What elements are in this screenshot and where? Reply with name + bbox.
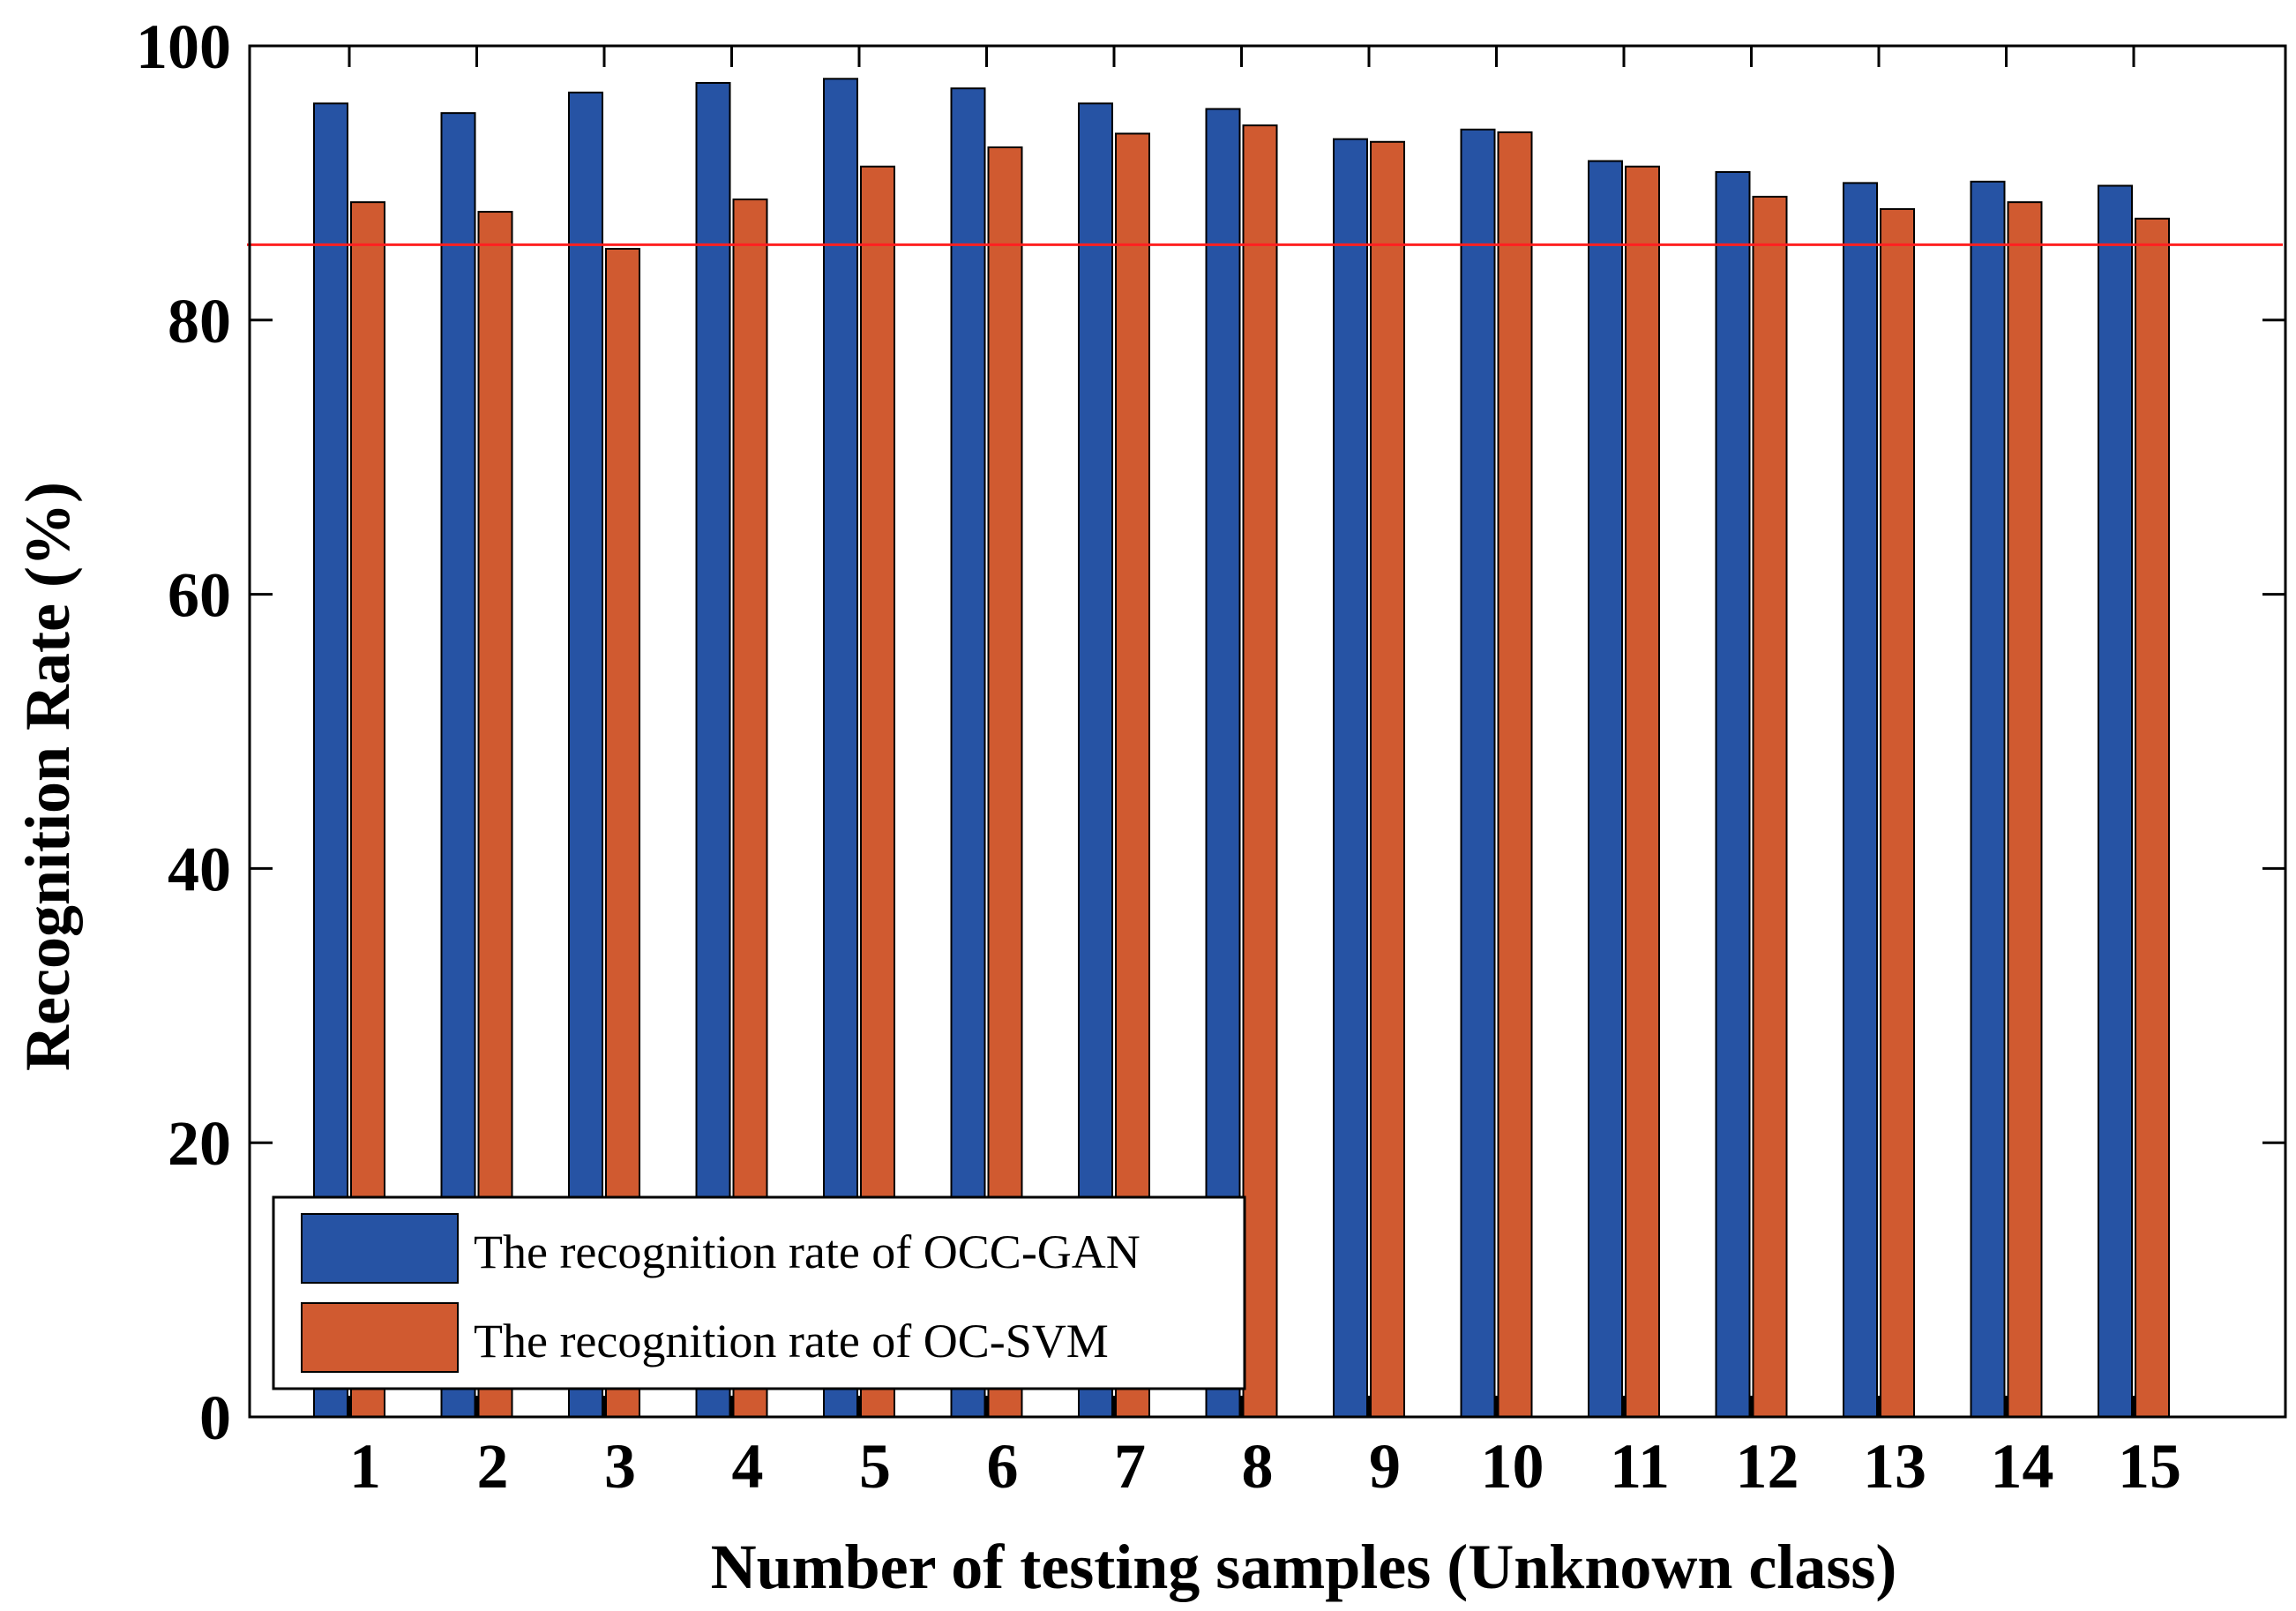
x-axis-title: Number of testing samples (Unknown class…	[711, 1532, 1897, 1602]
x-tick-label-1: 1	[349, 1431, 381, 1502]
bar-oc-svm-12	[1752, 195, 1788, 1419]
bar-oc-svm-8	[1242, 124, 1278, 1419]
x-tick-label-15: 15	[2118, 1431, 2181, 1502]
y-tick-label-60: 60	[168, 560, 231, 631]
x-tick-label-12: 12	[1736, 1431, 1799, 1502]
y-tick-label-20: 20	[168, 1108, 231, 1179]
legend-label-oc-svm: The recognition rate of OC-SVM	[474, 1315, 1109, 1367]
y-tick-label-0: 0	[199, 1382, 231, 1453]
bar-oc-svm-15	[2135, 217, 2170, 1419]
bar-occ-gan-10	[1460, 128, 1496, 1419]
x-tick-label-10: 10	[1481, 1431, 1544, 1502]
bar-occ-gan-6	[950, 87, 986, 1419]
x-tick-label-5: 5	[859, 1431, 891, 1502]
legend-swatch-oc-svm	[301, 1302, 459, 1373]
plot-frame	[248, 44, 2287, 1419]
x-tick-label-14: 14	[1991, 1431, 2054, 1502]
bar-oc-svm-13	[1880, 207, 1915, 1418]
y-tick-label-100: 100	[136, 11, 231, 82]
bar-oc-svm-9	[1370, 140, 1405, 1418]
y-tick-label-40: 40	[168, 834, 231, 904]
legend-label-occ-gan: The recognition rate of OCC-GAN	[474, 1225, 1141, 1278]
bar-occ-gan-11	[1588, 160, 1623, 1418]
bar-occ-gan-12	[1715, 170, 1751, 1418]
bar-occ-gan-13	[1843, 182, 1878, 1418]
bar-occ-gan-14	[1970, 180, 2006, 1419]
x-tick-label-9: 9	[1369, 1431, 1401, 1502]
x-tick-label-13: 13	[1863, 1431, 1926, 1502]
x-tick-label-4: 4	[732, 1431, 764, 1502]
x-tick-label-11: 11	[1610, 1431, 1670, 1502]
x-tick-label-7: 7	[1114, 1431, 1146, 1502]
legend-swatch-occ-gan	[301, 1213, 459, 1284]
bar-oc-svm-11	[1625, 165, 1660, 1419]
legend: The recognition rate of OCC-GAN The reco…	[272, 1195, 1246, 1390]
bar-oc-svm-14	[2007, 201, 2043, 1418]
bar-oc-svm-10	[1497, 131, 1533, 1419]
x-tick-label-6: 6	[987, 1431, 1019, 1502]
bar-occ-gan-15	[2098, 184, 2133, 1418]
x-tick-label-8: 8	[1242, 1431, 1274, 1502]
bar-occ-gan-9	[1333, 138, 1368, 1418]
x-tick-label-2: 2	[477, 1431, 509, 1502]
y-axis-title: Recognition Rate (%)	[12, 482, 83, 1071]
x-tick-label-3: 3	[604, 1431, 636, 1502]
y-tick-label-80: 80	[168, 286, 231, 356]
